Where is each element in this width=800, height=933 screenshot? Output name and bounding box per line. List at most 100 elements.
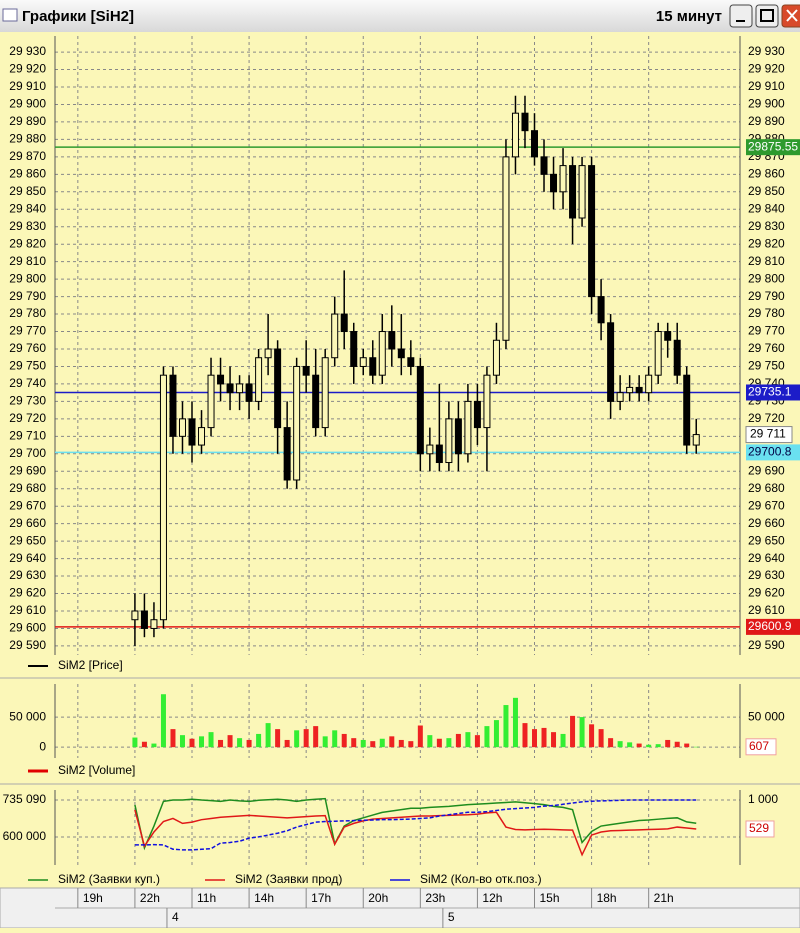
volume-bar (370, 741, 376, 748)
y-tick-label: 29 790 (9, 289, 46, 303)
candle-body (378, 331, 386, 376)
time-label: 11h (197, 891, 216, 905)
time-label: 17h (311, 891, 331, 905)
time-label: 19h (83, 891, 103, 905)
volume-bar (132, 737, 138, 748)
candle-body (626, 386, 634, 394)
candle-body (559, 165, 567, 193)
y-tick-label-right: 29 660 (748, 516, 785, 530)
minimize-button[interactable] (729, 4, 753, 28)
maximize-button[interactable] (755, 4, 779, 28)
y-tick-label: 29 650 (9, 533, 46, 547)
candle-body (683, 374, 691, 446)
date-label: 4 (172, 910, 179, 924)
volume-bar (303, 729, 309, 748)
candle-body (140, 610, 148, 629)
candle-body (578, 165, 586, 219)
candle-body (264, 348, 272, 359)
y-tick-label: 29 610 (9, 603, 46, 617)
y-tick-label: 29 930 (9, 44, 46, 58)
y-tick-label: 735 090 (3, 792, 47, 806)
volume-bar (237, 738, 243, 748)
volume-bar (275, 729, 281, 748)
volume-bar (684, 743, 690, 748)
last-price-box (745, 426, 793, 444)
volume-bar (360, 739, 366, 748)
candle-body (178, 418, 186, 437)
y-tick-label-right: 29 760 (748, 341, 785, 355)
level-box (746, 444, 800, 461)
candle-body (483, 374, 491, 429)
volume-bar (579, 717, 585, 748)
level-label: 29875.55 (748, 139, 798, 153)
y-tick-label: 29 770 (9, 324, 46, 338)
candle-body (207, 374, 215, 429)
timeframe[interactable]: 15 минут (656, 8, 722, 25)
y2-tick-label: 1 000 (748, 792, 778, 806)
last-value-label: 607 (749, 739, 769, 753)
volume-bar (541, 727, 547, 748)
y-tick-label-right: 29 680 (748, 481, 785, 495)
candle-body (673, 339, 681, 376)
legend-label: SiM2 [Volume] (58, 763, 135, 777)
y-tick-label: 29 720 (9, 411, 46, 425)
time-label: 14h (254, 891, 274, 905)
volume-bar (246, 739, 252, 748)
candle-body (426, 444, 434, 455)
volume-bar (141, 741, 147, 748)
level-label: 29735.1 (748, 385, 792, 399)
y-tick-label-right: 29 800 (748, 271, 785, 285)
volume-bar (598, 729, 604, 748)
y-tick-label: 29 740 (9, 376, 46, 390)
time-label: 20h (368, 891, 388, 905)
volume-bar (427, 735, 433, 748)
y-tick-label-right: 29 630 (748, 568, 785, 582)
time-label: 12h (482, 891, 502, 905)
candle-body (550, 173, 558, 193)
volume-bar (665, 739, 671, 748)
y-tick-label: 29 640 (9, 551, 46, 565)
candle-body (531, 130, 538, 158)
y-tick-label-right: 29 890 (748, 114, 785, 128)
candle-body (645, 374, 653, 394)
legend-label: SiM2 [Price] (58, 658, 123, 672)
candle-body (321, 357, 329, 429)
candle-body (283, 427, 291, 481)
volume-bar (627, 742, 633, 748)
time-label: 23h (425, 891, 445, 905)
volume-bar (256, 733, 262, 748)
candle-body (654, 331, 662, 376)
volume-bar (693, 746, 699, 748)
y-tick-label: 29 890 (9, 114, 46, 128)
candle-body (454, 418, 462, 455)
legend-label: SiM2 (Кол-во отк.поз.) (420, 872, 542, 886)
volume-bar (560, 733, 566, 748)
volume-bar (408, 741, 414, 748)
volume-bar (493, 720, 499, 748)
volume-bar (351, 738, 357, 748)
volume-bar (208, 732, 214, 748)
y-tick-label: 29 870 (9, 149, 46, 163)
candle-body (607, 322, 615, 402)
y-tick-label-right: 29 770 (748, 324, 785, 338)
y-tick-label-right: 29 620 (748, 586, 785, 600)
last-value-label: 529 (749, 821, 769, 835)
candle-body (407, 357, 415, 367)
y-tick-label: 29 690 (9, 463, 46, 477)
y-tick-label-right: 29 690 (748, 463, 785, 477)
candle-body (635, 386, 643, 394)
legend-label: SiM2 (Заявки куп.) (58, 872, 160, 886)
y-tick-label: 29 670 (9, 498, 46, 512)
y-tick-label: 29 860 (9, 167, 46, 181)
candle-body (588, 165, 596, 298)
indicator-line (134, 799, 697, 851)
candle-body (492, 339, 500, 376)
volume-bar (570, 715, 576, 748)
volume-bar (608, 738, 614, 748)
candle-body (616, 392, 624, 402)
y-tick-label: 29 840 (9, 201, 46, 215)
y-tick-label: 0 (39, 739, 46, 753)
y-tick-label-right: 29 720 (748, 411, 785, 425)
